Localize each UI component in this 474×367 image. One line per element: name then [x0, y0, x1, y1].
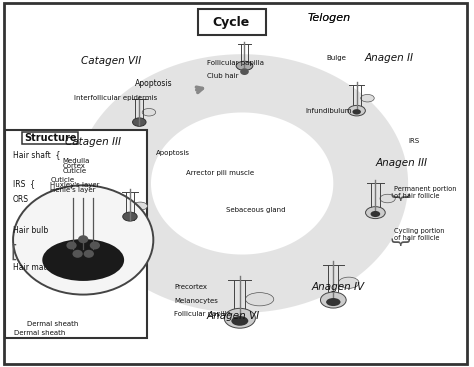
Text: Catagen VII: Catagen VII — [81, 57, 141, 66]
Text: Permanent portion
of hair follicle: Permanent portion of hair follicle — [394, 186, 456, 199]
Text: Huxley's layer: Huxley's layer — [50, 182, 100, 188]
Ellipse shape — [42, 239, 124, 281]
Ellipse shape — [338, 277, 359, 288]
Text: Dermal sheath: Dermal sheath — [27, 321, 79, 327]
Text: Telogen: Telogen — [307, 13, 350, 23]
Text: Follicular papilla: Follicular papilla — [207, 60, 264, 66]
Text: Cortex: Cortex — [62, 163, 85, 169]
Text: Cycling portion
of hair follicle: Cycling portion of hair follicle — [394, 228, 445, 241]
Text: Anagen VI: Anagen VI — [206, 312, 259, 321]
Text: Follicular papilla: Follicular papilla — [174, 311, 231, 317]
Text: Cycle: Cycle — [213, 16, 250, 29]
Text: }: } — [389, 192, 408, 204]
Text: Sebaceous gland: Sebaceous gland — [226, 207, 285, 213]
Circle shape — [84, 250, 94, 258]
Ellipse shape — [353, 109, 361, 115]
Circle shape — [66, 241, 77, 250]
Text: Interfollicular epidermis: Interfollicular epidermis — [74, 95, 157, 101]
Text: Precortex: Precortex — [174, 284, 207, 290]
Text: Cuticle: Cuticle — [62, 168, 86, 174]
Text: Henle's layer: Henle's layer — [50, 187, 96, 193]
Text: Bulge: Bulge — [326, 55, 346, 61]
Circle shape — [13, 185, 153, 295]
Text: IRS  {: IRS { — [13, 179, 35, 188]
Text: Apoptosis: Apoptosis — [135, 79, 172, 88]
Circle shape — [240, 68, 249, 75]
Text: Melanocytes: Melanocytes — [174, 298, 218, 304]
Text: Medulla: Medulla — [62, 157, 90, 164]
Text: IRS: IRS — [408, 138, 419, 143]
Circle shape — [73, 250, 83, 258]
Polygon shape — [76, 54, 408, 313]
Text: Telogen: Telogen — [307, 13, 350, 23]
Text: Anagen IV: Anagen IV — [311, 282, 365, 292]
Text: Hair shaft  {: Hair shaft { — [13, 150, 61, 160]
Ellipse shape — [123, 212, 137, 221]
Ellipse shape — [348, 105, 365, 116]
Text: Anagen III: Anagen III — [375, 159, 427, 168]
Text: [: [ — [11, 244, 18, 262]
Text: Structure: Structure — [24, 133, 76, 143]
Text: Hair matrix: Hair matrix — [13, 263, 57, 272]
Ellipse shape — [133, 118, 146, 126]
Text: Dermal sheath: Dermal sheath — [14, 330, 65, 336]
Ellipse shape — [133, 202, 147, 210]
Ellipse shape — [380, 194, 395, 203]
FancyBboxPatch shape — [5, 130, 147, 338]
Ellipse shape — [142, 109, 155, 116]
Text: Infundibulum: Infundibulum — [305, 108, 352, 114]
Text: ORS: ORS — [13, 195, 29, 204]
Text: Club hair: Club hair — [207, 73, 238, 79]
Circle shape — [90, 241, 100, 250]
Text: Arrector pili muscle: Arrector pili muscle — [186, 170, 254, 176]
Text: Catagen III: Catagen III — [64, 137, 120, 146]
Ellipse shape — [224, 308, 255, 328]
Ellipse shape — [231, 316, 248, 326]
Text: Apoptosis: Apoptosis — [155, 149, 190, 156]
Ellipse shape — [361, 94, 374, 102]
Ellipse shape — [371, 211, 380, 217]
Text: Anagen II: Anagen II — [365, 53, 414, 63]
Ellipse shape — [246, 292, 274, 306]
FancyBboxPatch shape — [198, 9, 265, 35]
Text: Cuticle: Cuticle — [50, 177, 74, 183]
Text: }: } — [389, 237, 408, 250]
Ellipse shape — [365, 207, 385, 219]
Ellipse shape — [326, 298, 340, 306]
Ellipse shape — [320, 292, 346, 308]
Circle shape — [78, 235, 88, 243]
Ellipse shape — [236, 61, 253, 70]
Text: Hair bulb: Hair bulb — [13, 226, 48, 235]
